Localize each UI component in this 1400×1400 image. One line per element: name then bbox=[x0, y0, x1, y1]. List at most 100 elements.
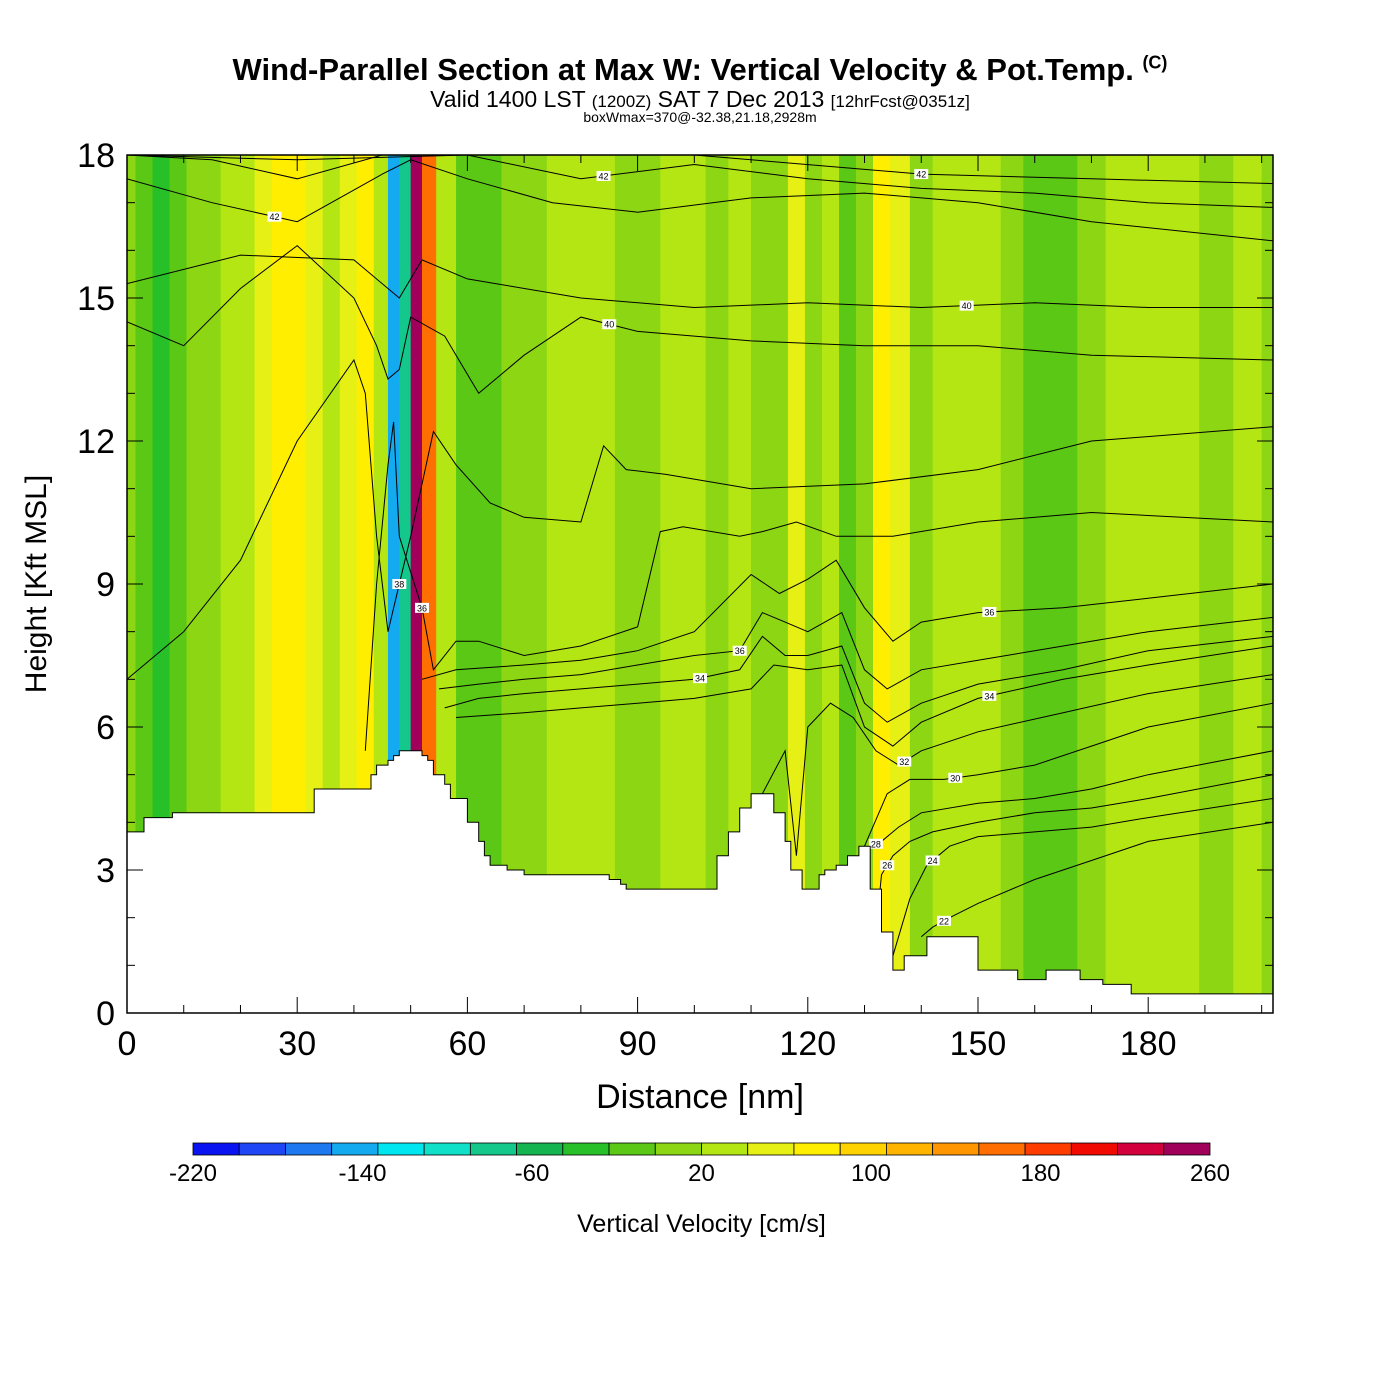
colorbar-swatch bbox=[608, 1142, 656, 1156]
colorbar-swatch bbox=[423, 1142, 471, 1156]
colorbar-swatch bbox=[654, 1142, 702, 1156]
colorbar-swatch bbox=[793, 1142, 841, 1156]
theta-contour-line bbox=[438, 611, 1273, 690]
contour-label: 24 bbox=[928, 856, 938, 866]
velocity-column bbox=[804, 155, 823, 1013]
velocity-column bbox=[1134, 155, 1166, 1013]
y-tick-label: 15 bbox=[77, 280, 115, 318]
contour-label: 40 bbox=[962, 301, 972, 311]
y-axis-label: Height [Kft MSL] bbox=[20, 475, 53, 693]
colorbar-swatch bbox=[932, 1142, 980, 1156]
colorbar-tick-label: -220 bbox=[169, 1160, 217, 1187]
contour-label-bg bbox=[914, 169, 929, 180]
colorbar-swatch bbox=[747, 1142, 795, 1156]
terrain-mask bbox=[127, 750, 1274, 1014]
contour-label: 34 bbox=[984, 691, 994, 701]
chart-title: Wind-Parallel Section at Max W: Vertical… bbox=[0, 52, 1400, 88]
contour-label-bg bbox=[948, 772, 963, 783]
contour-label: 36 bbox=[417, 603, 427, 613]
colorbar-swatch bbox=[192, 1142, 240, 1156]
y-tick-label: 9 bbox=[96, 566, 115, 604]
colorbar-swatch bbox=[1070, 1142, 1118, 1156]
x-tick-label: 0 bbox=[118, 1025, 137, 1063]
velocity-column bbox=[955, 155, 979, 1013]
theta-contour-line bbox=[127, 244, 1273, 395]
velocity-column bbox=[909, 155, 934, 1013]
x-tick-label: 30 bbox=[278, 1025, 316, 1063]
velocity-column bbox=[932, 155, 956, 1013]
velocity-column bbox=[1105, 155, 1135, 1013]
colorbar-swatch bbox=[469, 1142, 517, 1156]
contour-label: 36 bbox=[735, 646, 745, 656]
y-tick-label: 12 bbox=[77, 423, 115, 461]
velocity-column bbox=[1199, 155, 1234, 1013]
velocity-column bbox=[220, 155, 239, 1013]
contour-label: 32 bbox=[899, 757, 909, 767]
velocity-column bbox=[660, 155, 684, 1013]
valid-prefix: Valid 1400 LST bbox=[430, 86, 586, 112]
velocity-column bbox=[1023, 155, 1050, 1013]
y-tick-label: 18 bbox=[77, 137, 115, 175]
valid-date: SAT 7 Dec 2013 bbox=[657, 86, 825, 112]
contour-label-bg bbox=[415, 602, 430, 613]
colorbar: -220 -140 -60 20 100 180 260 Vertical Velocity … bbox=[169, 1142, 1230, 1238]
velocity-column bbox=[203, 155, 222, 1013]
colorbar-swatch bbox=[516, 1142, 564, 1156]
velocity-column bbox=[728, 155, 752, 1013]
contour-label-bg bbox=[392, 579, 407, 589]
velocity-column bbox=[186, 155, 205, 1013]
contour-label-bg bbox=[693, 673, 707, 684]
theta-contour-line bbox=[127, 254, 1273, 309]
x-tick-label: 90 bbox=[619, 1025, 657, 1063]
theta-contour-line bbox=[421, 559, 1273, 680]
velocity-column bbox=[546, 155, 571, 1013]
theta-contour-line bbox=[761, 674, 1273, 856]
velocity-column bbox=[169, 155, 188, 1013]
velocity-column bbox=[569, 155, 593, 1013]
contour-label: 36 bbox=[984, 607, 994, 617]
velocity-column bbox=[410, 155, 423, 1013]
colorbar-tick-label: -140 bbox=[338, 1160, 386, 1187]
colorbar-label: Vertical Velocity [cm/s] bbox=[577, 1210, 826, 1238]
velocity-column bbox=[1077, 155, 1107, 1013]
contour-label-bg bbox=[267, 211, 282, 222]
contour-label-bg bbox=[982, 690, 997, 701]
velocity-column bbox=[977, 155, 1002, 1013]
colorbar-swatch bbox=[701, 1142, 749, 1156]
velocity-column bbox=[288, 155, 307, 1013]
contour-label: 38 bbox=[394, 580, 404, 590]
y-tick-label: 0 bbox=[96, 995, 115, 1033]
velocity-column bbox=[1000, 155, 1024, 1013]
x-tick-label: 60 bbox=[448, 1025, 486, 1063]
theta-contour-line bbox=[892, 798, 1273, 956]
contour-label: 22 bbox=[939, 916, 949, 926]
valid-time-line: Valid 1400 LST (1200Z) SAT 7 Dec 2013 [1… bbox=[0, 86, 1400, 113]
velocity-column bbox=[770, 155, 789, 1013]
colorbar-swatch bbox=[1024, 1142, 1072, 1156]
theta-contour-line bbox=[444, 635, 1273, 723]
theta-contour-line bbox=[127, 155, 1273, 208]
chart-title-main: Wind-Parallel Section at Max W: Vertical… bbox=[232, 52, 1134, 87]
theta-contour-line bbox=[364, 421, 1273, 751]
contour-label-bg bbox=[880, 860, 895, 871]
velocity-column bbox=[237, 155, 256, 1013]
contour-label-bg bbox=[732, 645, 747, 656]
velocity-column bbox=[890, 155, 911, 1013]
copyright-mark: (C) bbox=[1142, 52, 1168, 73]
x-axis-label: Distance [nm] bbox=[596, 1078, 804, 1116]
velocity-column bbox=[682, 155, 707, 1013]
velocity-column bbox=[838, 155, 857, 1013]
contour-label-bg bbox=[925, 855, 940, 866]
colorbar-tick-label: 100 bbox=[851, 1160, 891, 1187]
theta-contour-line bbox=[127, 358, 1273, 680]
colorbar-swatch bbox=[886, 1142, 934, 1156]
colorbar-swatch bbox=[1163, 1142, 1211, 1156]
forecast-info: [12hrFcst@0351z] bbox=[830, 92, 970, 111]
y-tick-label: 3 bbox=[96, 852, 115, 890]
colorbar-swatch bbox=[238, 1142, 286, 1156]
velocity-column bbox=[135, 155, 154, 1013]
contour-label: 26 bbox=[882, 861, 892, 871]
colorbar-swatch bbox=[285, 1142, 333, 1156]
theta-contour-line bbox=[864, 702, 1273, 847]
